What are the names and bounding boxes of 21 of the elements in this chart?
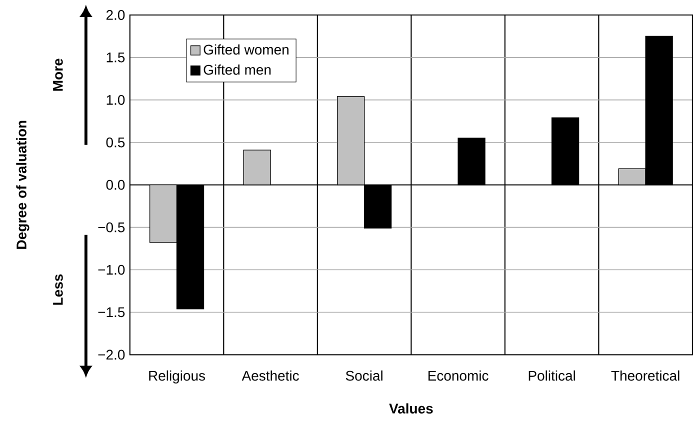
y-tick-label: 1.0 [106, 95, 125, 106]
y-tick-label: 0.0 [106, 180, 125, 190]
legend-label: Gifted women [204, 44, 288, 55]
y-tick-label: −1.0 [98, 265, 125, 275]
y-axis-title: Degree of valuation [16, 121, 30, 249]
text: More [53, 58, 63, 91]
legend-label: Gifted men [204, 64, 271, 75]
x-tick-label: Political [528, 370, 575, 381]
y-tick-label: −1.5 [98, 308, 125, 318]
y-tick-label: 0.5 [106, 138, 125, 148]
y-tick-label: 2.0 [106, 10, 125, 20]
y-tick-label: −2.0 [98, 350, 125, 360]
x-tick-label: Aesthetic [242, 370, 299, 381]
text: Less [53, 274, 63, 305]
y-tick-label: 1.5 [106, 52, 125, 63]
x-tick-label: Economic [428, 370, 488, 381]
x-tick-label: Social [346, 370, 382, 381]
x-axis-title: Values [389, 403, 433, 414]
y-tick-label: −0.5 [98, 222, 125, 232]
x-tick-label: Religious [149, 370, 206, 384]
x-tick-label: Theoretical [611, 370, 680, 381]
